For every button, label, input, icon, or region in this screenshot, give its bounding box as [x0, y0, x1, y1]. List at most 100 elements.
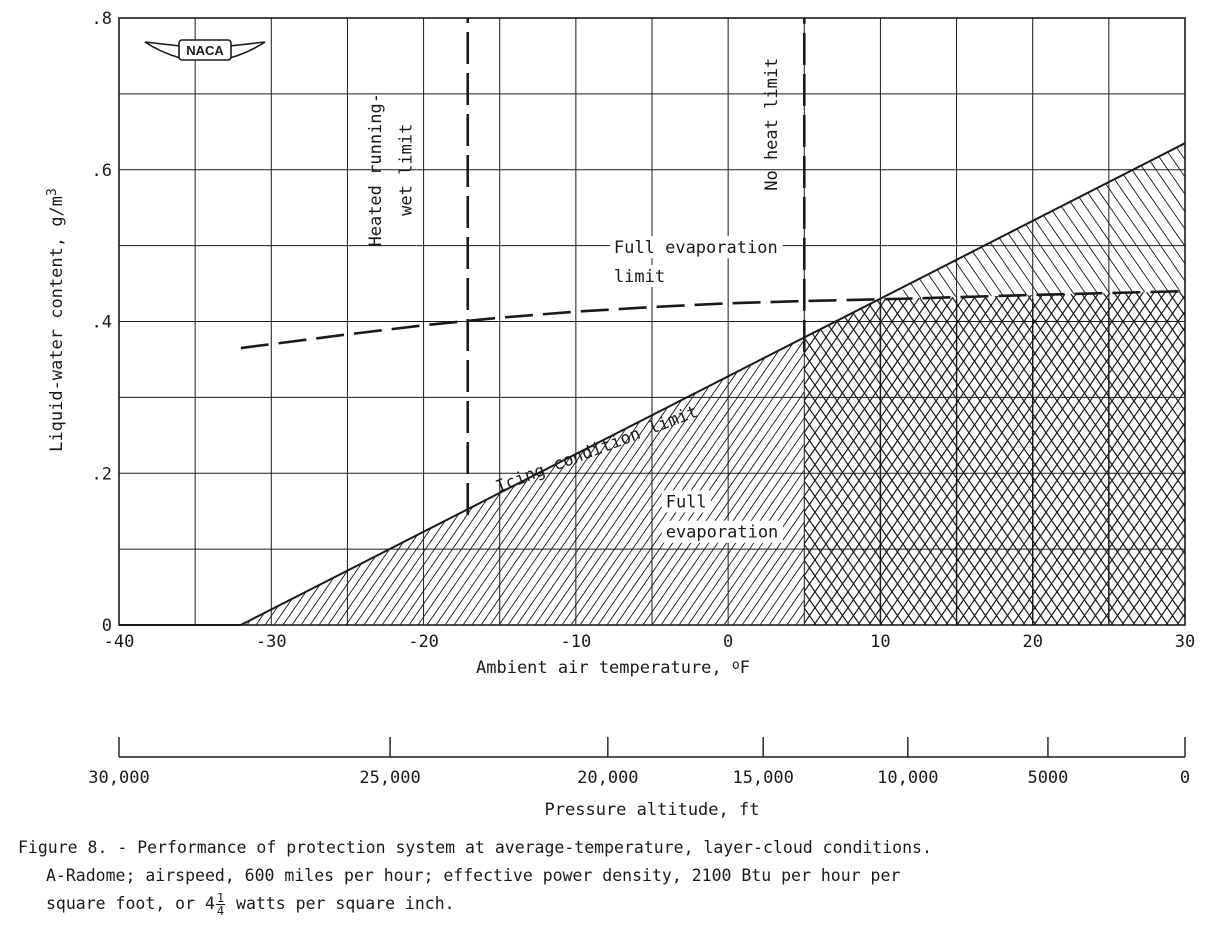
hatch-line	[0, 18, 91, 625]
caption-line-1: Figure 8. - Performance of protection sy…	[18, 838, 932, 857]
altitude-tick-label: 20,000	[577, 768, 638, 788]
hatch-line	[989, 291, 1185, 625]
hatch-line	[1201, 18, 1222, 625]
hatch-line	[804, 291, 960, 625]
hatch-line	[0, 18, 2, 625]
hatch-line	[1183, 18, 1222, 625]
hatch-line	[1188, 18, 1222, 625]
hatch-line	[1207, 18, 1222, 625]
hatch-line	[390, 337, 805, 625]
hatch-line	[1182, 143, 1185, 299]
hatch-line	[0, 18, 19, 625]
hatch-line	[552, 337, 805, 625]
hatch-line	[444, 337, 805, 625]
hatch-line	[0, 18, 82, 625]
hatch-line	[804, 291, 949, 625]
hatch-line	[1000, 291, 1185, 625]
hatch-line	[1044, 291, 1185, 625]
hatch-line	[0, 18, 13, 625]
hatch-line	[804, 291, 1059, 625]
hatch-line	[435, 337, 805, 625]
figure-caption: Figure 8. - Performance of protection sy…	[18, 834, 1208, 918]
hatch-line	[923, 291, 1185, 625]
hatch-line	[1088, 291, 1185, 625]
y-tick-label: .4	[92, 313, 112, 333]
hatch-line	[0, 18, 19, 625]
hatch-line	[0, 18, 31, 625]
y-axis-label: Liquid-water content, g/m3	[45, 188, 67, 452]
hatch-line	[0, 18, 2, 625]
hatch-line	[0, 18, 90, 625]
hatch-line	[0, 18, 79, 625]
hatch-line	[846, 291, 1185, 625]
hatch-line	[381, 337, 803, 625]
hatch-line	[912, 291, 1185, 625]
annotations: Heated running-wet limit Full evaporation…	[366, 58, 784, 543]
annotation-label: wet limit	[396, 124, 416, 216]
hatch-line	[804, 291, 1185, 625]
hatch-line	[934, 291, 1185, 625]
hatch-line	[804, 291, 982, 625]
altitude-tick-label: 25,000	[359, 768, 420, 788]
plot-frame	[118, 17, 1186, 626]
hatch-line	[804, 291, 1185, 625]
y-tick-label: .6	[92, 161, 112, 181]
hatch-line	[0, 18, 7, 625]
annotation-label: Full	[666, 492, 707, 512]
hatch-line	[857, 291, 1185, 625]
x-tick-label: 30	[1175, 632, 1195, 652]
hatch-line	[978, 291, 1185, 625]
caption-fraction-num: 1	[215, 891, 226, 905]
logo-wing-right	[229, 41, 266, 60]
hatch-line	[0, 18, 37, 625]
hatch-line	[804, 291, 1004, 625]
hatch-line	[1011, 291, 1185, 625]
x-axis-label-main: Ambient air temperature,	[476, 658, 732, 678]
hatch-line	[588, 337, 805, 625]
hatch-line	[453, 337, 805, 625]
annotation-label: limit	[614, 267, 665, 287]
hatch-line	[0, 18, 24, 625]
annotation-bg	[661, 490, 711, 513]
hatch-line	[804, 291, 971, 625]
hatch-line	[956, 291, 1185, 625]
hatch-line	[399, 337, 805, 625]
hatch-line	[0, 18, 79, 625]
hatch-line	[1066, 291, 1185, 625]
altitude-tick-label: 10,000	[877, 768, 938, 788]
annotation-label: evaporation	[666, 523, 779, 543]
annotation-label: Heated running-	[366, 93, 386, 247]
x-axis-label-degree: o	[732, 658, 740, 673]
hatch-line	[579, 337, 805, 625]
hatch-line	[1192, 18, 1222, 625]
altitude-tick-label: 5000	[1027, 768, 1068, 788]
hatch-line	[471, 337, 805, 625]
hatch-line	[0, 18, 134, 625]
altitude-tick-label: 30,000	[88, 768, 149, 788]
hatch-line	[1188, 18, 1222, 625]
annotation-bg	[609, 265, 670, 288]
hatch-line	[804, 291, 1114, 625]
hatch-line	[1199, 18, 1222, 625]
hatch-line	[0, 18, 10, 625]
hatch-line	[462, 337, 805, 625]
hatch-line	[1199, 18, 1222, 625]
hatch-line	[868, 291, 1185, 625]
hatch-line	[570, 337, 805, 625]
hatch-line	[0, 18, 24, 625]
hatch-line	[525, 337, 805, 625]
hatch-line	[804, 291, 1158, 625]
caption-line-2: A-Radome; airspeed, 600 miles per hour; …	[46, 866, 901, 885]
hatch-line	[0, 18, 13, 625]
x-tick-label: 0	[723, 632, 733, 652]
hatch-line	[804, 291, 1081, 625]
hatch-line	[1022, 291, 1185, 625]
hatch-line	[1195, 18, 1222, 625]
hatch-line	[0, 18, 46, 625]
hatch-line	[507, 337, 805, 625]
hatch-line	[1033, 291, 1185, 625]
hatch-line	[890, 291, 1185, 625]
